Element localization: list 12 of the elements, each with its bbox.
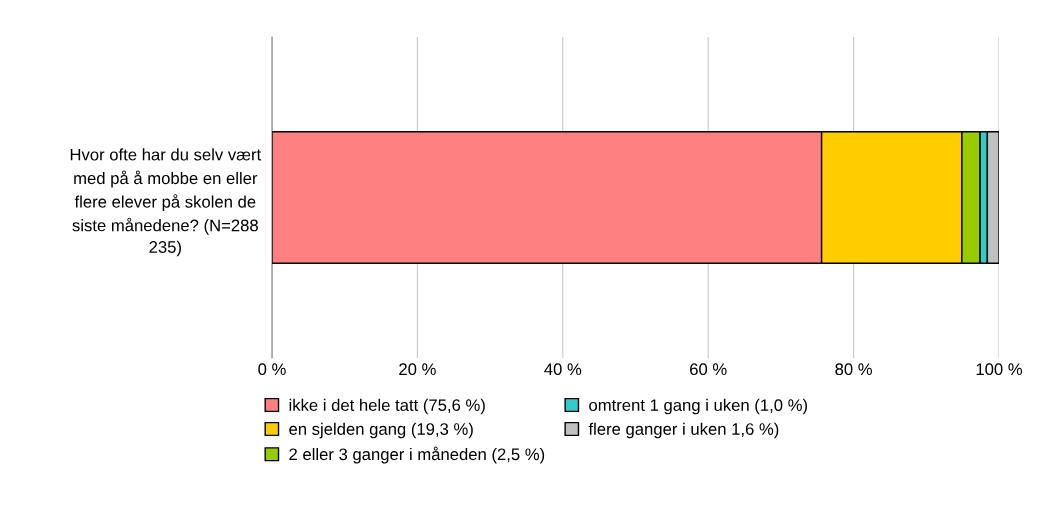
legend-label: flere ganger i uken 1,6 %)	[588, 422, 779, 439]
x-tick-label: 60 %	[690, 363, 727, 376]
x-tick-label: 80 %	[835, 363, 872, 376]
legend-label: omtrent 1 gang i uken (1,0 %)	[589, 398, 807, 415]
legend-label: ikke i det hele tatt (75,6 %)	[289, 398, 485, 415]
x-tick-label: 20 %	[399, 363, 436, 376]
legend-label: 2 eller 3 ganger i måneden (2,5 %)	[289, 446, 545, 464]
x-tick-label: 100 %	[976, 363, 1023, 376]
x-tick-label: 0 %	[258, 363, 286, 376]
x-tick-label: 40 %	[544, 363, 582, 376]
legend-label: en sjelden gang (19,3 %)	[289, 422, 473, 439]
y-tick-label: Hvor ofte har du selv vært med på å mobbe en eller flere elever på skolen de siste månedene? (N=288 235)	[70, 148, 262, 257]
